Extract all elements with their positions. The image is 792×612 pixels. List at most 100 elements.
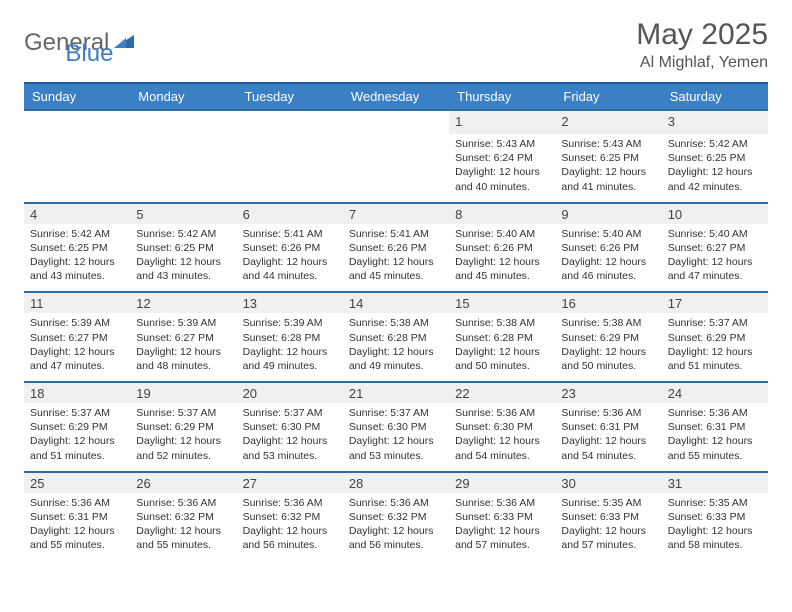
day-detail-cell: Sunrise: 5:39 AMSunset: 6:27 PMDaylight:… (24, 313, 130, 382)
day-number-cell: 15 (449, 292, 555, 313)
logo-text-blue: Blue (65, 40, 113, 68)
day-number-cell: 9 (555, 203, 661, 224)
day-number: 14 (349, 296, 443, 311)
day-header: Tuesday (237, 83, 343, 110)
day-number-cell: 28 (343, 472, 449, 493)
week-number-row: 45678910 (24, 203, 768, 224)
day-number-cell: 13 (237, 292, 343, 313)
day-number: 9 (561, 207, 655, 222)
day-number-cell: 18 (24, 382, 130, 403)
header: General Blue May 2025 Al Mighlaf, Yemen (24, 18, 768, 72)
day-detail-cell: Sunrise: 5:43 AMSunset: 6:25 PMDaylight:… (555, 134, 661, 203)
month-title: May 2025 (636, 18, 768, 52)
day-details: Sunrise: 5:37 AMSunset: 6:29 PMDaylight:… (136, 406, 230, 463)
day-detail-cell: Sunrise: 5:42 AMSunset: 6:25 PMDaylight:… (130, 224, 236, 293)
day-detail-cell: Sunrise: 5:39 AMSunset: 6:27 PMDaylight:… (130, 313, 236, 382)
day-details: Sunrise: 5:42 AMSunset: 6:25 PMDaylight:… (30, 227, 124, 284)
title-block: May 2025 Al Mighlaf, Yemen (636, 18, 768, 72)
day-number-cell: 24 (662, 382, 768, 403)
day-number: 15 (455, 296, 549, 311)
day-number: 4 (30, 207, 124, 222)
day-number: 7 (349, 207, 443, 222)
day-detail-cell: Sunrise: 5:43 AMSunset: 6:24 PMDaylight:… (449, 134, 555, 203)
day-number: 6 (243, 207, 337, 222)
day-detail-cell: Sunrise: 5:36 AMSunset: 6:32 PMDaylight:… (343, 493, 449, 561)
day-detail-cell (24, 134, 130, 203)
day-number-cell: 19 (130, 382, 236, 403)
day-number-cell: 26 (130, 472, 236, 493)
week-detail-row: Sunrise: 5:42 AMSunset: 6:25 PMDaylight:… (24, 224, 768, 293)
day-number: 12 (136, 296, 230, 311)
day-number-cell: 27 (237, 472, 343, 493)
calendar-body: 123 Sunrise: 5:43 AMSunset: 6:24 PMDayli… (24, 110, 768, 560)
day-number: 24 (668, 386, 762, 401)
day-header: Sunday (24, 83, 130, 110)
day-number: 30 (561, 476, 655, 491)
day-number-cell: 22 (449, 382, 555, 403)
day-number: 28 (349, 476, 443, 491)
week-number-row: 25 2627 28 29 30 31 (24, 472, 768, 493)
week-detail-row: Sunrise: 5:39 AMSunset: 6:27 PMDaylight:… (24, 313, 768, 382)
day-number-cell: 8 (449, 203, 555, 224)
day-detail-cell: Sunrise: 5:36 AMSunset: 6:33 PMDaylight:… (449, 493, 555, 561)
day-detail-cell (237, 134, 343, 203)
day-details: Sunrise: 5:41 AMSunset: 6:26 PMDaylight:… (243, 227, 337, 284)
day-number-cell: 16 (555, 292, 661, 313)
day-number: 29 (455, 476, 549, 491)
day-details: Sunrise: 5:39 AMSunset: 6:27 PMDaylight:… (136, 316, 230, 373)
week-number-row: 11 12 13 14 15 1617 (24, 292, 768, 313)
day-number: 31 (668, 476, 762, 491)
day-number: 18 (30, 386, 124, 401)
day-detail-cell: Sunrise: 5:36 AMSunset: 6:31 PMDaylight:… (24, 493, 130, 561)
day-number: 3 (668, 114, 762, 129)
calendar-page: General Blue May 2025 Al Mighlaf, Yemen … (0, 0, 792, 572)
location: Al Mighlaf, Yemen (636, 54, 768, 72)
day-details: Sunrise: 5:43 AMSunset: 6:24 PMDaylight:… (455, 137, 549, 194)
day-detail-cell: Sunrise: 5:42 AMSunset: 6:25 PMDaylight:… (662, 134, 768, 203)
day-details: Sunrise: 5:38 AMSunset: 6:29 PMDaylight:… (561, 316, 655, 373)
day-details: Sunrise: 5:36 AMSunset: 6:31 PMDaylight:… (668, 406, 762, 463)
day-detail-cell: Sunrise: 5:37 AMSunset: 6:30 PMDaylight:… (237, 403, 343, 472)
day-detail-cell: Sunrise: 5:40 AMSunset: 6:26 PMDaylight:… (449, 224, 555, 293)
day-number-cell: 14 (343, 292, 449, 313)
day-details: Sunrise: 5:42 AMSunset: 6:25 PMDaylight:… (136, 227, 230, 284)
day-details: Sunrise: 5:37 AMSunset: 6:30 PMDaylight:… (349, 406, 443, 463)
day-detail-cell: Sunrise: 5:35 AMSunset: 6:33 PMDaylight:… (662, 493, 768, 561)
day-details: Sunrise: 5:43 AMSunset: 6:25 PMDaylight:… (561, 137, 655, 194)
day-detail-cell: Sunrise: 5:36 AMSunset: 6:30 PMDaylight:… (449, 403, 555, 472)
day-number: 22 (455, 386, 549, 401)
day-detail-cell: Sunrise: 5:41 AMSunset: 6:26 PMDaylight:… (343, 224, 449, 293)
day-details: Sunrise: 5:39 AMSunset: 6:28 PMDaylight:… (243, 316, 337, 373)
day-details: Sunrise: 5:41 AMSunset: 6:26 PMDaylight:… (349, 227, 443, 284)
day-number: 10 (668, 207, 762, 222)
day-detail-cell: Sunrise: 5:36 AMSunset: 6:31 PMDaylight:… (555, 403, 661, 472)
day-number-cell: 7 (343, 203, 449, 224)
day-detail-cell: Sunrise: 5:39 AMSunset: 6:28 PMDaylight:… (237, 313, 343, 382)
day-details: Sunrise: 5:36 AMSunset: 6:32 PMDaylight:… (243, 496, 337, 553)
day-number-cell: 11 (24, 292, 130, 313)
day-number-cell: 29 (449, 472, 555, 493)
day-detail-cell: Sunrise: 5:37 AMSunset: 6:29 PMDaylight:… (24, 403, 130, 472)
day-number-cell (24, 110, 130, 134)
day-detail-cell: Sunrise: 5:37 AMSunset: 6:29 PMDaylight:… (130, 403, 236, 472)
day-header: Saturday (662, 83, 768, 110)
day-number-cell (343, 110, 449, 134)
day-details: Sunrise: 5:38 AMSunset: 6:28 PMDaylight:… (455, 316, 549, 373)
day-details: Sunrise: 5:38 AMSunset: 6:28 PMDaylight:… (349, 316, 443, 373)
calendar-head: SundayMondayTuesdayWednesdayThursdayFrid… (24, 83, 768, 110)
week-detail-row: Sunrise: 5:43 AMSunset: 6:24 PMDaylight:… (24, 134, 768, 203)
day-detail-cell: Sunrise: 5:37 AMSunset: 6:30 PMDaylight:… (343, 403, 449, 472)
day-number: 20 (243, 386, 337, 401)
day-details: Sunrise: 5:37 AMSunset: 6:29 PMDaylight:… (668, 316, 762, 373)
day-number: 25 (30, 476, 124, 491)
logo: General Blue (24, 18, 113, 68)
day-detail-cell (343, 134, 449, 203)
day-number-cell: 10 (662, 203, 768, 224)
day-number-cell (237, 110, 343, 134)
day-number-cell: 17 (662, 292, 768, 313)
day-number-cell: 2 (555, 110, 661, 134)
day-number: 13 (243, 296, 337, 311)
day-detail-cell (130, 134, 236, 203)
day-number: 1 (455, 114, 549, 129)
logo-sail-icon (113, 29, 135, 57)
